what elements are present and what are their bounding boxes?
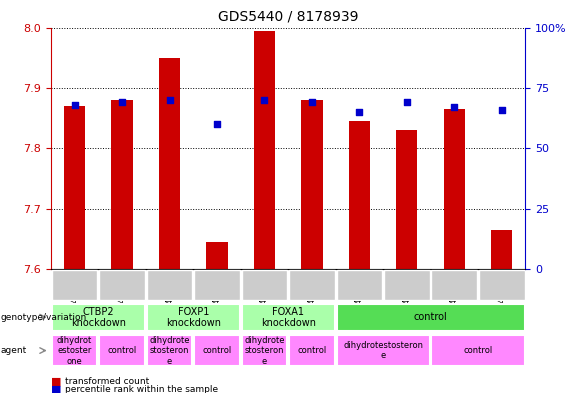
Point xyxy=(118,99,127,106)
Bar xyxy=(242,270,287,300)
Bar xyxy=(432,270,477,300)
Bar xyxy=(242,335,287,366)
Point xyxy=(70,102,79,108)
Bar xyxy=(384,270,429,300)
Bar xyxy=(194,335,240,366)
Bar xyxy=(147,304,240,331)
Bar xyxy=(52,270,97,300)
Text: transformed count: transformed count xyxy=(65,377,149,386)
Bar xyxy=(396,130,418,269)
Bar xyxy=(99,270,145,300)
Bar xyxy=(52,304,145,331)
Bar xyxy=(337,335,429,366)
Bar xyxy=(479,270,524,300)
Point xyxy=(165,97,174,103)
Text: control: control xyxy=(107,346,137,355)
Point xyxy=(402,99,411,106)
Text: percentile rank within the sample: percentile rank within the sample xyxy=(65,386,218,393)
Bar xyxy=(289,335,334,366)
Text: dihydrotestosteron
e: dihydrotestosteron e xyxy=(343,341,423,360)
Text: ■: ■ xyxy=(51,385,62,393)
Bar xyxy=(159,58,180,269)
Bar xyxy=(254,31,275,269)
Bar xyxy=(337,304,524,331)
Text: FOXA1
knockdown: FOXA1 knockdown xyxy=(260,307,316,328)
Text: dihydrote
stosteron
e: dihydrote stosteron e xyxy=(244,336,285,365)
Bar xyxy=(289,270,334,300)
Bar xyxy=(147,270,192,300)
Text: control: control xyxy=(297,346,327,355)
Bar xyxy=(491,230,512,269)
Point xyxy=(497,107,506,113)
Text: dihydrot
estoster
one: dihydrot estoster one xyxy=(57,336,92,365)
Text: CTBP2
knockdown: CTBP2 knockdown xyxy=(71,307,126,328)
Bar xyxy=(337,270,382,300)
Point xyxy=(260,97,269,103)
Bar xyxy=(432,335,524,366)
Text: genotype/variation: genotype/variation xyxy=(1,313,87,321)
Point xyxy=(212,121,221,127)
Text: agent: agent xyxy=(1,346,27,355)
Text: control: control xyxy=(202,346,232,355)
Bar xyxy=(194,270,240,300)
Text: dihydrote
stosteron
e: dihydrote stosteron e xyxy=(149,336,190,365)
Bar xyxy=(206,242,228,269)
Bar xyxy=(147,335,192,366)
Title: GDS5440 / 8178939: GDS5440 / 8178939 xyxy=(218,9,358,24)
Text: control: control xyxy=(414,312,447,322)
Point xyxy=(307,99,316,106)
Bar xyxy=(52,335,97,366)
Point xyxy=(355,109,364,115)
Bar xyxy=(349,121,370,269)
Text: control: control xyxy=(463,346,493,355)
Text: FOXP1
knockdown: FOXP1 knockdown xyxy=(166,307,221,328)
Bar xyxy=(64,106,85,269)
Bar xyxy=(111,100,133,269)
Bar xyxy=(301,100,323,269)
Bar xyxy=(242,304,334,331)
Point xyxy=(450,104,459,110)
Bar xyxy=(99,335,145,366)
Text: ■: ■ xyxy=(51,376,62,386)
Bar xyxy=(444,109,465,269)
